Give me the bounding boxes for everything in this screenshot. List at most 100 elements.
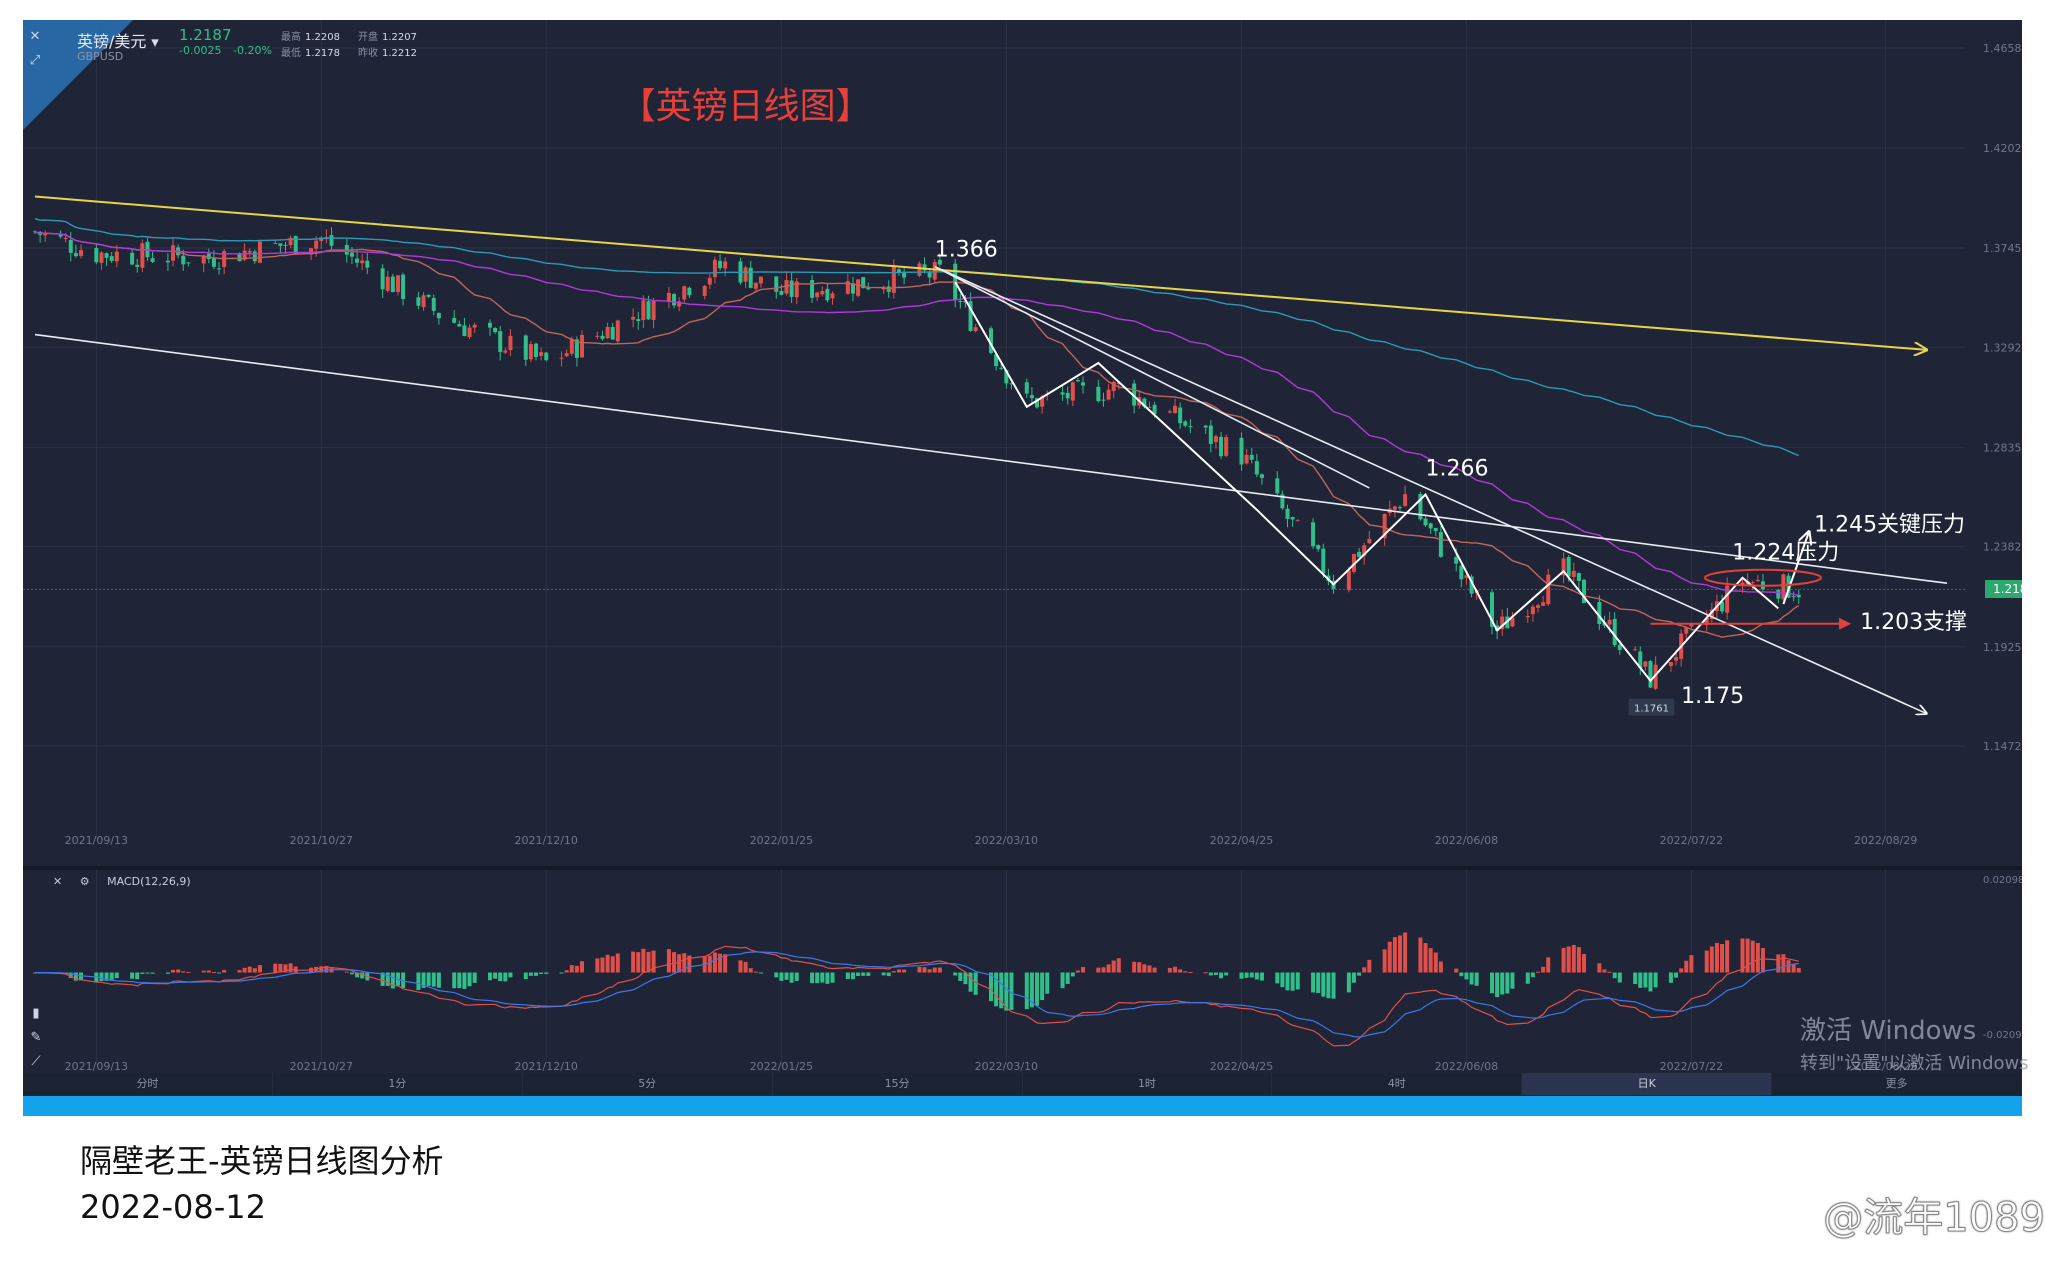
candle-body [1081, 382, 1086, 386]
candle-body [636, 319, 641, 322]
candle-body [1607, 619, 1612, 625]
settings-icon[interactable]: ⚙ [79, 875, 90, 888]
macd-bar [856, 972, 861, 977]
macd-bar [201, 970, 206, 973]
bar-chart-icon[interactable]: ▮ [32, 1006, 40, 1021]
candle-body [794, 281, 799, 298]
timeframe-tab[interactable]: 1时 [1023, 1073, 1273, 1095]
chart-line-icon[interactable]: ⟋ [31, 1054, 41, 1069]
macd-bar [1096, 967, 1101, 973]
macd-bar [324, 965, 329, 973]
macd-bar [1781, 954, 1786, 973]
macd-bar [1607, 971, 1612, 973]
candle-body [104, 253, 109, 258]
candle-body [283, 244, 288, 246]
macd-bar [1040, 972, 1045, 1001]
y-tick-label: 1.3745 [1983, 242, 2022, 255]
macd-bar [1004, 972, 1009, 1011]
macd-bar [1786, 960, 1791, 973]
candle-body [779, 290, 784, 295]
macd-bar [1311, 972, 1316, 993]
candle-body [559, 357, 564, 359]
candle-body [498, 331, 503, 352]
candle-body [1203, 425, 1208, 428]
zigzag-wave-line [954, 281, 1779, 683]
expand-icon[interactable]: ⤢ [29, 53, 41, 68]
chart-title: 【英镑日线图】 [620, 86, 872, 127]
macd-bottom-value: -0.02098 [1983, 1030, 2022, 1041]
macd-bar [1428, 948, 1433, 973]
macd-bar [1617, 972, 1622, 983]
candle-body [994, 354, 999, 367]
candle-body [73, 253, 78, 257]
macd-x-tick: 2022/07/22 [1660, 1060, 1723, 1073]
macd-bar [1239, 972, 1244, 979]
macd-bar [1474, 972, 1479, 986]
close-icon[interactable]: ✕ [29, 29, 41, 44]
macd-x-tick: 2021/10/27 [290, 1060, 353, 1073]
timeframe-tab[interactable]: 更多 [1772, 1073, 2022, 1095]
timeframe-tab[interactable]: 日K [1522, 1073, 1773, 1095]
close-icon[interactable]: ✕ [53, 875, 63, 888]
candle-body [917, 263, 922, 276]
macd-dif-line [34, 945, 1799, 1047]
macd-bar [610, 956, 615, 973]
macd-bar [922, 967, 927, 973]
macd-bar [994, 972, 999, 1007]
candle-body [666, 292, 671, 303]
macd-bar [283, 964, 288, 973]
candle-body [63, 238, 68, 240]
macd-bar [917, 966, 922, 973]
macd-header: ✕ ⚙ MACD(12,26,9) [53, 875, 205, 888]
pane-separator[interactable] [23, 866, 2022, 870]
main-price-chart[interactable]: 1.4658 1.4202 1.3745 1.3292 1.2835 1.2382 1.19… [23, 20, 2022, 866]
timeframe-tab[interactable]: 分时 [23, 1073, 273, 1095]
candle-body [1536, 605, 1541, 608]
macd-bar [421, 972, 426, 988]
candle-body [1111, 381, 1116, 392]
chevron-down-icon[interactable]: ▾ [151, 33, 159, 51]
candle-body [1725, 585, 1730, 613]
macd-bar [1321, 972, 1326, 997]
macd-bar [605, 954, 610, 973]
candle-body [932, 262, 937, 280]
candle-body [1525, 616, 1530, 618]
candle-body [1566, 557, 1571, 577]
y-tick-label: 1.3292 [1983, 341, 2022, 354]
timeframe-tab[interactable]: 1分 [273, 1073, 523, 1095]
macd-bar [1219, 972, 1224, 979]
macd-bar [779, 972, 784, 981]
candle-body [580, 335, 585, 358]
candle-body [462, 325, 467, 337]
candle-body [114, 251, 119, 262]
macd-bar [1597, 963, 1602, 973]
candle-body [1750, 582, 1755, 584]
candle-body [452, 317, 457, 323]
candle-body [968, 301, 973, 331]
macd-bar [171, 969, 176, 973]
ticker-header[interactable]: 英镑/美元 ▾ GBPUSD [77, 28, 159, 63]
candle-body [1096, 386, 1101, 402]
candle-body [646, 301, 651, 320]
macd-histogram [33, 932, 1801, 1011]
macd-label: MACD(12,26,9) [107, 875, 191, 888]
macd-bar [1679, 968, 1684, 973]
last-price: 1.2187 [179, 26, 232, 44]
x-tick-label: 2021/12/10 [515, 834, 578, 847]
candle-body [523, 335, 528, 360]
pencil-icon[interactable]: ✎ [30, 1030, 42, 1045]
timeframe-tab[interactable]: 4时 [1272, 1073, 1523, 1095]
pair-name[interactable]: 英镑/美元 [77, 32, 147, 51]
timeframe-tab[interactable]: 15分 [773, 1073, 1023, 1095]
macd-bar [1132, 961, 1137, 973]
candle-body [1755, 579, 1760, 582]
macd-bar [677, 954, 682, 973]
candle-body [687, 287, 692, 296]
macd-bar [1438, 961, 1443, 973]
candle-body [1633, 649, 1638, 651]
macd-bar [569, 965, 574, 973]
macd-bar [753, 971, 758, 973]
breakout-arrow [1782, 532, 1809, 605]
candle-body [94, 248, 99, 263]
timeframe-tab[interactable]: 5分 [523, 1073, 773, 1095]
